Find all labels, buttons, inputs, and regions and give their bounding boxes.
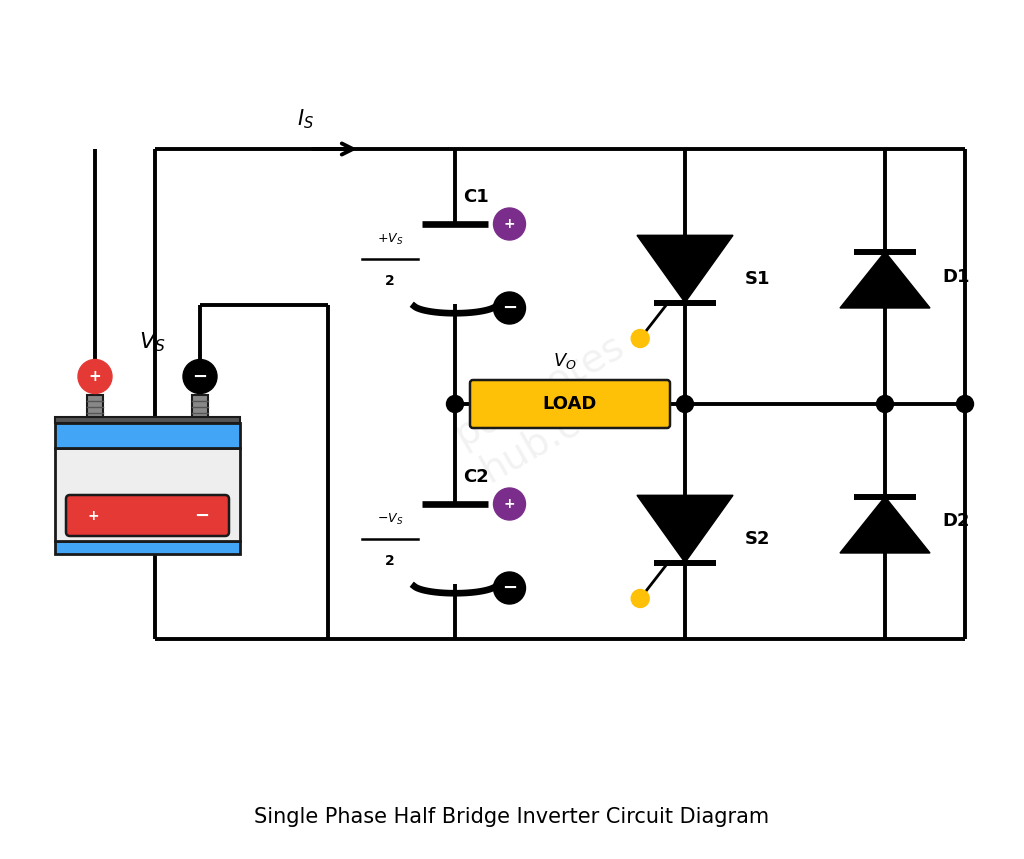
Text: S1: S1 bbox=[745, 270, 770, 288]
Circle shape bbox=[677, 395, 693, 412]
Text: $V_O$: $V_O$ bbox=[553, 351, 577, 371]
Circle shape bbox=[631, 589, 649, 607]
Text: 2: 2 bbox=[385, 274, 395, 288]
Circle shape bbox=[631, 330, 649, 348]
Circle shape bbox=[494, 488, 525, 520]
Text: C1: C1 bbox=[463, 188, 488, 206]
FancyBboxPatch shape bbox=[66, 495, 229, 536]
Text: polynotes
hub.co.in: polynotes hub.co.in bbox=[447, 326, 652, 492]
Text: $V_S$: $V_S$ bbox=[139, 331, 166, 354]
Polygon shape bbox=[840, 497, 930, 553]
Circle shape bbox=[446, 395, 464, 412]
Text: −: − bbox=[502, 579, 517, 597]
Circle shape bbox=[494, 572, 525, 604]
Bar bbox=[55, 448, 240, 541]
Text: Single Phase Half Bridge Inverter Circuit Diagram: Single Phase Half Bridge Inverter Circui… bbox=[254, 807, 770, 827]
Text: D1: D1 bbox=[942, 267, 970, 285]
Circle shape bbox=[183, 360, 217, 393]
Text: +: + bbox=[89, 369, 101, 384]
Text: +: + bbox=[504, 497, 515, 511]
Text: C2: C2 bbox=[463, 468, 488, 486]
Text: $-V_S$: $-V_S$ bbox=[377, 511, 403, 527]
Bar bbox=[55, 417, 240, 423]
Text: D2: D2 bbox=[942, 513, 970, 531]
Circle shape bbox=[956, 395, 974, 412]
Text: −: − bbox=[502, 299, 517, 317]
Text: S2: S2 bbox=[745, 529, 770, 547]
Text: $I_S$: $I_S$ bbox=[297, 107, 313, 131]
Polygon shape bbox=[840, 252, 930, 308]
Circle shape bbox=[78, 360, 112, 393]
Polygon shape bbox=[637, 235, 733, 302]
Text: $+V_S$: $+V_S$ bbox=[377, 231, 403, 247]
Bar bbox=[55, 423, 240, 448]
Text: 2: 2 bbox=[385, 554, 395, 568]
Bar bbox=[193, 394, 208, 417]
Circle shape bbox=[494, 292, 525, 324]
Bar bbox=[87, 394, 103, 417]
Text: +: + bbox=[504, 217, 515, 231]
Circle shape bbox=[494, 208, 525, 240]
Text: LOAD: LOAD bbox=[543, 395, 597, 413]
Text: −: − bbox=[193, 368, 208, 386]
FancyBboxPatch shape bbox=[470, 380, 670, 428]
Text: −: − bbox=[195, 507, 210, 525]
Circle shape bbox=[877, 395, 894, 412]
Bar bbox=[55, 541, 240, 554]
Text: +: + bbox=[87, 509, 98, 522]
Polygon shape bbox=[637, 496, 733, 563]
